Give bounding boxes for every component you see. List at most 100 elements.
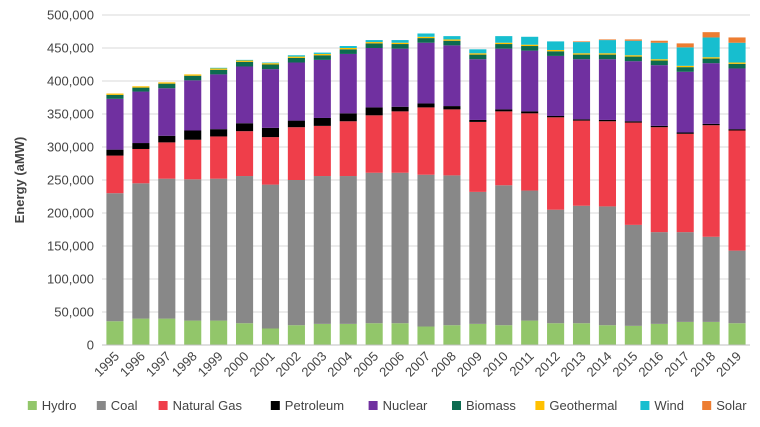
- bar-segment-natural-gas-2008: [443, 109, 461, 176]
- bar-segment-natural-gas-1999: [210, 136, 228, 179]
- y-tick-label: 250,000: [47, 173, 94, 188]
- y-tick-label: 150,000: [47, 239, 94, 254]
- bar-segment-geothermal-1999: [210, 68, 228, 70]
- legend-swatch: [368, 401, 378, 410]
- bar-segment-hydro-2010: [495, 325, 513, 345]
- legend-item-hydro: Hydro: [27, 398, 76, 413]
- x-tick-label: 2013: [558, 349, 589, 380]
- bar-segment-geothermal-2012: [547, 49, 565, 52]
- bar-segment-petroleum-1999: [210, 129, 228, 137]
- bar-segment-natural-gas-2017: [676, 133, 694, 233]
- bar-segment-biomass-2018: [702, 58, 720, 64]
- bar-segment-coal-2010: [495, 185, 513, 326]
- bar-segment-coal-1995: [106, 193, 124, 322]
- x-tick-label: 2007: [402, 349, 433, 380]
- bar-segment-petroleum-1997: [158, 135, 176, 143]
- bar-segment-petroleum-2016: [650, 125, 668, 128]
- bar-segment-petroleum-1995: [106, 149, 124, 156]
- x-tick-label: 2004: [324, 349, 355, 380]
- bar-segment-biomass-2000: [236, 61, 254, 67]
- bar-segment-geothermal-2014: [598, 53, 616, 55]
- bar-segment-natural-gas-2018: [702, 125, 720, 237]
- bar-segment-solar-2015: [624, 39, 642, 41]
- bar-segment-natural-gas-1996: [132, 148, 150, 184]
- bar-segment-coal-2012: [547, 209, 565, 324]
- bar-segment-nuclear-2001: [261, 69, 280, 128]
- legend-swatch: [640, 401, 650, 410]
- x-tick-label: 2018: [687, 349, 718, 380]
- bar-segment-wind-2017: [676, 47, 694, 66]
- bar-segment-geothermal-2010: [495, 42, 513, 45]
- bar-segment-petroleum-2000: [236, 123, 254, 132]
- bar-segment-coal-2013: [572, 205, 591, 324]
- bar-segment-natural-gas-2007: [417, 107, 435, 175]
- bar-segment-geothermal-2003: [313, 53, 331, 56]
- bar-segment-wind-2004: [339, 46, 357, 48]
- bar-segment-nuclear-2014: [598, 59, 616, 120]
- x-tick-label: 2009: [454, 349, 485, 380]
- x-tick-label: 2003: [298, 349, 329, 380]
- bar-segment-hydro-1997: [158, 318, 176, 345]
- bar-segment-petroleum-2014: [598, 119, 616, 122]
- bar-segment-coal-1998: [184, 179, 202, 321]
- legend-label: Geothermal: [549, 398, 617, 413]
- bar-segment-nuclear-2005: [365, 48, 383, 108]
- bar-segment-nuclear-2013: [572, 59, 591, 120]
- legend-item-geothermal: Geothermal: [535, 398, 617, 413]
- bar-segment-coal-2005: [365, 172, 383, 324]
- bar-segment-petroleum-2003: [313, 117, 331, 126]
- bar-segment-geothermal-1996: [132, 86, 150, 88]
- bar-segment-geothermal-2017: [676, 65, 694, 68]
- x-tick-label: 2005: [350, 349, 381, 380]
- bar-segment-natural-gas-2004: [339, 121, 357, 177]
- x-tick-label: 2017: [661, 349, 692, 380]
- legend-swatch: [158, 401, 168, 410]
- bar-segment-geothermal-2019: [728, 62, 746, 64]
- bar-segment-wind-2016: [650, 42, 668, 60]
- bar-segment-coal-2014: [598, 206, 616, 326]
- y-tick-label: 0: [87, 338, 94, 353]
- bar-segment-nuclear-1999: [210, 74, 228, 130]
- bar-segment-nuclear-2007: [417, 42, 435, 104]
- bar-segment-biomass-1999: [210, 69, 228, 75]
- bar-segment-geothermal-1997: [158, 82, 176, 84]
- bar-segment-nuclear-2018: [702, 63, 720, 124]
- bar-segment-solar-2017: [676, 43, 694, 48]
- bar-segment-hydro-2014: [598, 325, 616, 345]
- bar-segment-hydro-2006: [391, 323, 409, 345]
- bar-segment-biomass-2001: [261, 64, 280, 70]
- x-tick-label: 2008: [428, 349, 459, 380]
- bar-segment-wind-2012: [547, 41, 565, 50]
- legend-swatch: [270, 401, 280, 410]
- bar-segment-coal-2001: [261, 184, 280, 329]
- bar-segment-petroleum-1996: [132, 143, 150, 149]
- bar-segment-natural-gas-2016: [650, 127, 668, 233]
- bar-segment-biomass-2013: [572, 54, 591, 60]
- bar-segment-hydro-2018: [702, 321, 720, 345]
- bar-segment-nuclear-2019: [728, 68, 746, 130]
- bar-segment-nuclear-1997: [158, 88, 176, 136]
- bar-segment-coal-2009: [469, 191, 487, 324]
- bar-segment-hydro-2017: [676, 321, 694, 345]
- y-tick-label: 350,000: [47, 107, 94, 122]
- bar-segment-natural-gas-2019: [728, 130, 746, 251]
- bar-segment-wind-1999: [210, 67, 228, 69]
- bar-segment-natural-gas-1997: [158, 142, 176, 179]
- bar-segment-wind-2015: [624, 40, 642, 56]
- bar-segment-nuclear-2008: [443, 45, 461, 107]
- bar-segment-solar-2018: [702, 32, 720, 38]
- bar-segment-coal-2003: [313, 176, 331, 324]
- y-tick-label: 300,000: [47, 140, 94, 155]
- bar-segment-petroleum-2004: [339, 113, 357, 122]
- bar-segment-petroleum-2007: [417, 103, 435, 108]
- legend-label: Natural Gas: [173, 398, 243, 413]
- bar-segment-biomass-2014: [598, 54, 616, 60]
- legend-label: Wind: [654, 398, 684, 413]
- y-tick-label: 100,000: [47, 272, 94, 287]
- bar-segment-coal-2002: [287, 180, 305, 326]
- bar-segment-geothermal-2005: [365, 42, 383, 44]
- y-tick-label: 50,000: [54, 305, 94, 320]
- y-axis-title: Energy (aMW): [12, 137, 27, 224]
- x-tick-label: 2010: [480, 349, 511, 380]
